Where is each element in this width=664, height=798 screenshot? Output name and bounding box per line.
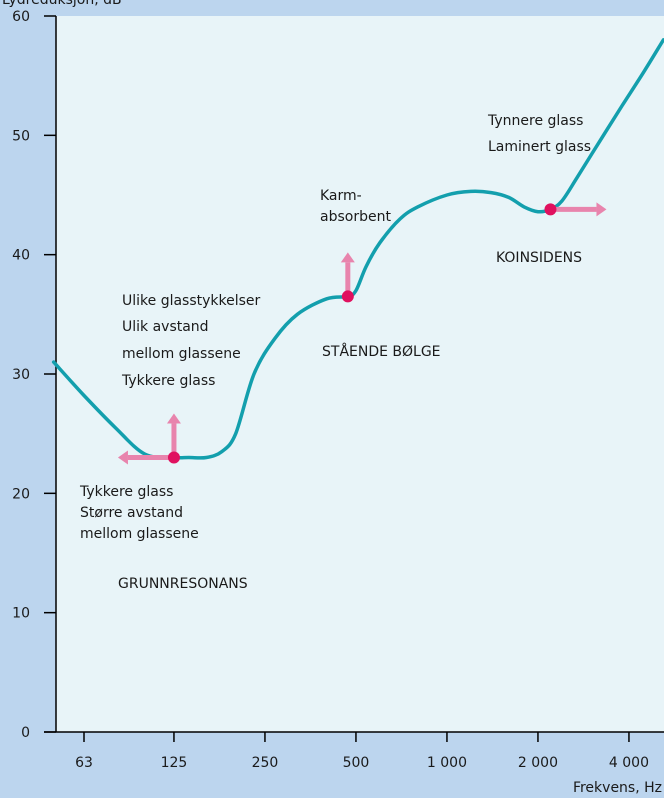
- annotation-left-lower-1: Tykkere glass: [79, 484, 173, 500]
- marker-group: [167, 203, 557, 464]
- annotation-left-upper-3: mellom glassene: [122, 346, 241, 362]
- x-tick-label: 125: [161, 755, 188, 771]
- y-tick-label: 50: [12, 128, 30, 144]
- x-tick-label: 2 000: [518, 755, 558, 771]
- annotation-left-lower-2: Større avstand: [80, 505, 183, 521]
- annotation-koinsidens: KOINSIDENS: [496, 250, 582, 266]
- y-tick-label: 10: [12, 606, 30, 622]
- annotation-tynnere-1: Tynnere glass: [487, 113, 583, 129]
- annotation-staende: STÅENDE BØLGE: [322, 343, 441, 360]
- y-axis-title: Lydreduksjon, dB: [2, 0, 122, 8]
- annotation-karm-1: Karm-: [320, 188, 362, 204]
- x-tick-label: 4 000: [609, 755, 649, 771]
- annotation-left-upper-4: Tykkere glass: [121, 373, 215, 389]
- arrow-up-head: [340, 252, 355, 263]
- arrow-right-head: [596, 202, 607, 217]
- y-tick-label: 60: [12, 9, 30, 25]
- arrow-left-head: [117, 450, 128, 465]
- annotation-tynnere-2: Laminert glass: [488, 139, 591, 155]
- y-tick-label: 30: [12, 367, 30, 383]
- y-tick-label: 0: [21, 725, 30, 741]
- annotation-grunnresonans: GRUNNRESONANS: [118, 576, 248, 592]
- data-point-marker: [341, 290, 354, 303]
- data-point-marker: [544, 203, 557, 216]
- x-axis-title: Frekvens, Hz: [573, 780, 662, 796]
- annotation-left-lower-3: mellom glassene: [80, 526, 199, 542]
- plot-area: [56, 16, 664, 732]
- arrow-up-head: [166, 413, 181, 424]
- data-point-marker: [167, 451, 180, 464]
- y-tick-label: 40: [12, 248, 30, 264]
- series-line: [51, 38, 664, 460]
- annotation-left-upper-1: Ulike glasstykkelser: [122, 293, 261, 309]
- y-axis-ticks: 0 10 20 30 40 50 60: [12, 9, 56, 741]
- y-tick-label: 20: [12, 486, 30, 502]
- annotation-karm-2: absorbent: [320, 209, 391, 225]
- x-axis-ticks: 63 125 250 500 1 000 2 000 4 000: [75, 732, 649, 771]
- x-tick-label: 500: [343, 755, 370, 771]
- x-tick-label: 1 000: [427, 755, 467, 771]
- annotation-left-upper-2: Ulik avstand: [122, 319, 209, 335]
- x-tick-label: 250: [252, 755, 279, 771]
- x-tick-label: 63: [75, 755, 93, 771]
